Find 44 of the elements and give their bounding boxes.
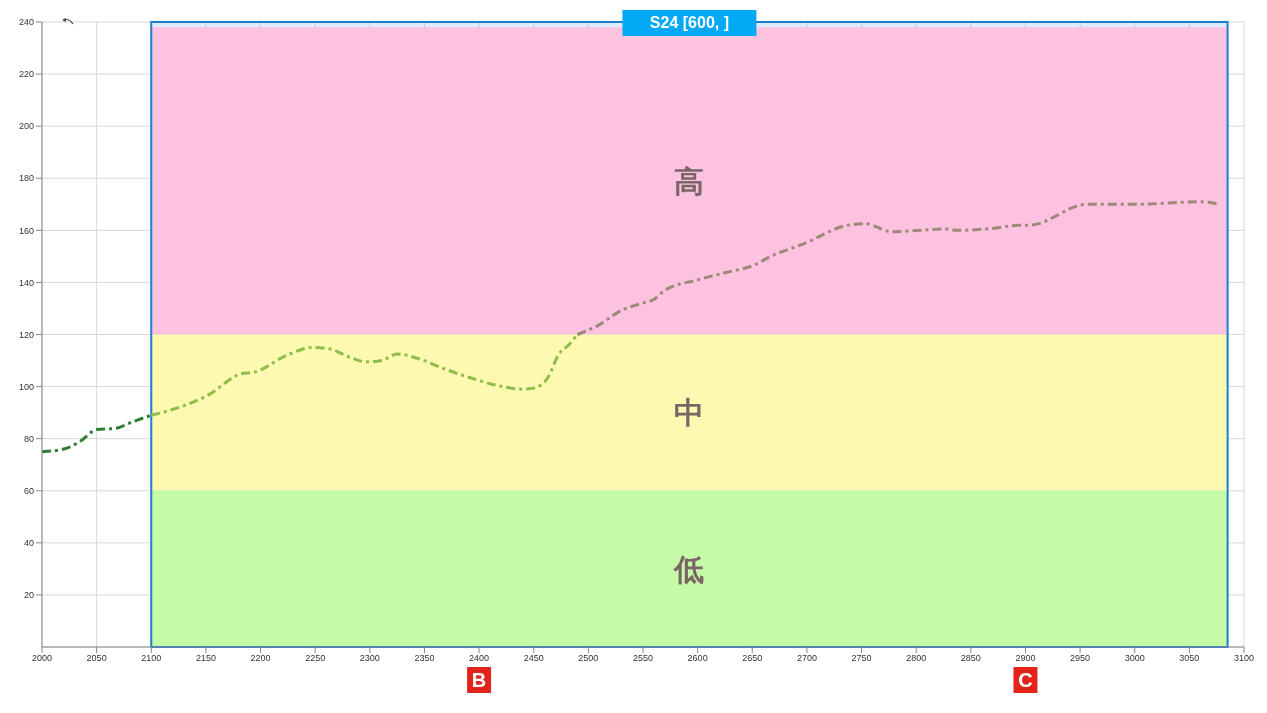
y-tick-label: 40 xyxy=(23,538,34,549)
x-tick-label: 3050 xyxy=(1179,653,1200,664)
x-tick-label: 2300 xyxy=(359,653,380,664)
band-label: 中 xyxy=(674,396,705,430)
x-tick-label: 2050 xyxy=(86,653,107,664)
y-tick-label: 80 xyxy=(23,433,34,444)
x-tick-label: 2750 xyxy=(851,653,872,664)
x-tick-label: 2500 xyxy=(578,653,599,664)
label-tag: S24 [600, ] xyxy=(622,10,757,36)
band-label: 高 xyxy=(674,164,705,198)
x-tick-label: 2350 xyxy=(414,653,435,664)
x-tick-label: 2000 xyxy=(31,653,53,664)
x-tick-label: 2150 xyxy=(195,653,216,664)
x-tick-label: 2450 xyxy=(523,653,544,664)
x-tick-label: 2800 xyxy=(906,653,927,664)
annotation: B xyxy=(471,669,487,691)
x-tick-label: 2400 xyxy=(469,653,490,664)
y-tick-label: 20 xyxy=(23,590,34,601)
x-tick-label: 3100 xyxy=(1233,653,1255,664)
x-tick-label: 3000 xyxy=(1124,653,1145,664)
y-tick-label: 120 xyxy=(18,329,34,340)
y-tick-label: 240 xyxy=(18,17,34,28)
x-tick-label: 2600 xyxy=(687,653,708,664)
y-tick-label: 60 xyxy=(23,485,34,496)
y-tick-label: 200 xyxy=(18,121,34,132)
annotation: C xyxy=(1018,669,1033,691)
y-tick-label: 160 xyxy=(18,225,34,236)
y-tick-label: 100 xyxy=(18,381,34,392)
x-tick-label: 2650 xyxy=(742,653,763,664)
x-tick-label: 2700 xyxy=(796,653,817,664)
band-label: 低 xyxy=(673,552,705,586)
x-tick-label: 2200 xyxy=(250,653,271,664)
y-tick-label: 220 xyxy=(18,69,34,80)
x-tick-label: 2950 xyxy=(1070,653,1091,664)
x-tick-label: 2900 xyxy=(1015,653,1036,664)
x-tick-label: 2550 xyxy=(632,653,654,664)
line-series xyxy=(42,413,153,454)
x-tick-label: 2100 xyxy=(141,653,162,664)
line-series xyxy=(149,333,579,417)
band-label: S24 [600, ] xyxy=(649,14,730,31)
x-tick-label: 2250 xyxy=(305,653,326,664)
y-tick-label: 180 xyxy=(18,173,34,184)
y-tick-label: 140 xyxy=(18,277,34,288)
x-tick-label: 2850 xyxy=(960,653,981,664)
